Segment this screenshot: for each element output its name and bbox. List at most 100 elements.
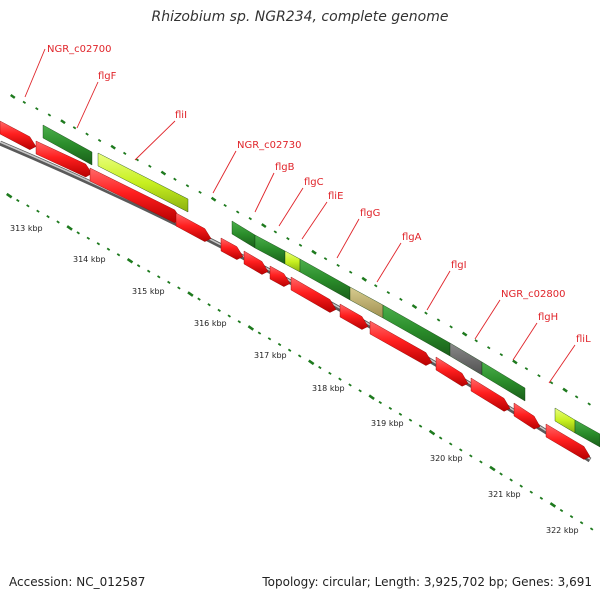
gene-arrow-0	[0, 120, 37, 150]
gene-leader-line	[212, 150, 237, 194]
tick-dot	[448, 442, 453, 446]
feature-dot-track	[10, 93, 591, 406]
feature-dot	[223, 203, 227, 208]
feature-dot	[562, 387, 568, 393]
feature-dot	[235, 210, 240, 214]
tick-dot	[589, 527, 594, 531]
tick-dot	[287, 348, 292, 352]
feature-dot	[248, 217, 253, 221]
tick-dot	[549, 502, 557, 508]
tick-dot	[277, 342, 282, 347]
tick-dot	[579, 521, 584, 525]
tick-dot	[86, 236, 91, 240]
tick-dot	[126, 257, 134, 264]
tick-dot	[368, 394, 375, 400]
feature-dot	[261, 223, 267, 229]
feature-dot	[436, 318, 441, 322]
feature-dot	[549, 381, 554, 385]
tick-dot	[529, 490, 534, 494]
feature-dot	[537, 374, 541, 378]
feature-dot	[336, 263, 340, 268]
feature-dot	[323, 257, 328, 261]
feature-dot	[35, 107, 39, 111]
feature-dot	[524, 367, 529, 371]
gene-arrow-4	[220, 237, 244, 260]
feature-dot	[411, 304, 418, 309]
feature-dot	[461, 331, 468, 337]
kbp-tick-layer: 313 kbp 314 kbp 315 kbp 316 kbp 317 kbp 318 k…	[10, 224, 579, 535]
tick-dot	[398, 412, 403, 416]
feature-dot	[210, 196, 217, 202]
tick-dot	[519, 484, 523, 488]
feature-dot	[487, 346, 491, 350]
feature-dot	[198, 190, 202, 194]
gene-label: flgA	[402, 232, 422, 243]
gene-leader-line	[336, 218, 360, 259]
feature-dot	[587, 402, 591, 406]
tick-dot	[16, 198, 20, 203]
tick-dot	[36, 209, 40, 213]
feature-dot	[85, 132, 89, 136]
gene-leader-line	[474, 299, 501, 340]
gene-arrow-13	[545, 423, 591, 460]
gene-label-layer: NGR_c02700 flgF fliI NGR_c02730 flgB flgC fliE…	[24, 44, 591, 384]
tick-dot	[267, 337, 272, 341]
gene-label: flgH	[538, 312, 558, 323]
feature-dot	[173, 177, 177, 181]
feature-dot	[399, 297, 403, 301]
feature-dot	[449, 325, 453, 329]
tick-dot	[167, 280, 171, 284]
tick-dot	[247, 325, 255, 331]
feature-dot	[512, 359, 518, 365]
tick-dot	[569, 515, 574, 519]
feature-dot	[574, 395, 579, 399]
feature-block-10	[554, 407, 576, 434]
gene-arrow-10	[435, 356, 469, 387]
tick-dot	[5, 192, 13, 199]
tick-dot	[106, 247, 111, 251]
feature-dot	[110, 144, 116, 150]
feature-dot	[298, 243, 303, 247]
tick-dot	[187, 291, 194, 297]
gene-label: flgF	[98, 71, 117, 82]
kbp-tick-label: 322 kbp	[546, 526, 579, 535]
tick-dot	[479, 460, 483, 464]
feature-dot	[424, 311, 428, 315]
gene-arrow-5	[243, 250, 269, 275]
gene-arrow-1	[35, 140, 93, 178]
tick-dot	[338, 377, 342, 381]
gene-label: NGR_c02730	[237, 140, 302, 151]
feature-dot	[374, 284, 378, 288]
tick-dot	[257, 331, 262, 335]
tick-dot	[227, 314, 231, 318]
feature-dot	[148, 164, 152, 168]
gene-arrow-7	[290, 276, 337, 313]
feature-dot	[361, 276, 368, 282]
tick-dot	[116, 253, 121, 257]
feature-block-11	[574, 419, 600, 448]
feature-block-4	[284, 250, 301, 273]
gene-label: flgB	[275, 162, 295, 173]
gene-label: flgC	[304, 177, 324, 188]
tick-dot	[237, 320, 242, 324]
kbp-tick-label: 313 kbp	[10, 224, 43, 233]
tick-dot	[96, 242, 101, 246]
gene-arrow-11	[470, 377, 511, 412]
tick-dot	[509, 478, 513, 482]
feature-dot	[474, 339, 478, 343]
tick-dot	[358, 389, 362, 393]
kbp-tick-label: 314 kbp	[73, 255, 106, 264]
accession-text: Accession: NC_012587	[9, 575, 146, 589]
gene-label: flgG	[360, 208, 380, 219]
feature-dot	[311, 249, 317, 255]
feature-dot	[122, 151, 127, 155]
tick-dot	[136, 264, 141, 268]
gene-arrow-8	[339, 303, 369, 330]
tick-dot	[308, 359, 315, 366]
kbp-tick-label: 315 kbp	[132, 287, 165, 296]
gene-leader-line	[301, 201, 328, 240]
kbp-tick-label: 318 kbp	[312, 384, 345, 393]
tick-dot	[318, 365, 322, 370]
